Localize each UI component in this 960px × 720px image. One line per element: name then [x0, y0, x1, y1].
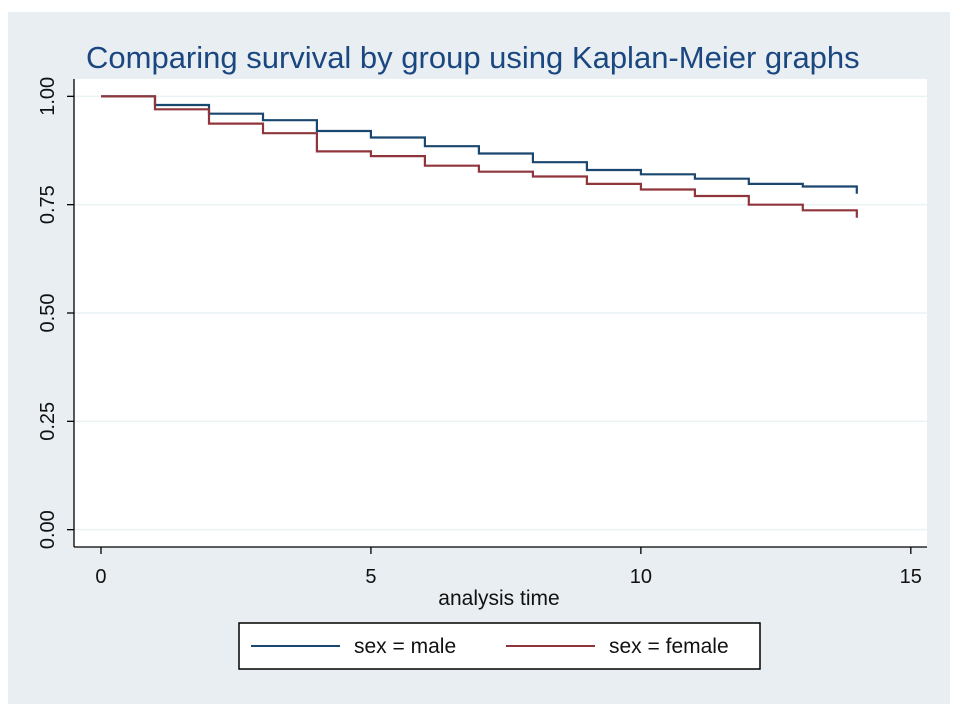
y-ticks: 0.00 0.25 0.50 0.75 1.00 — [37, 77, 74, 549]
km-chart: Comparing survival by group using Kaplan… — [37, 40, 927, 670]
legend-label-female: sex = female — [609, 635, 729, 658]
chart-title: Comparing survival by group using Kaplan… — [86, 40, 860, 75]
x-tick-label: 0 — [95, 566, 106, 588]
x-tick-label: 10 — [630, 566, 652, 588]
series-lines — [101, 95, 858, 218]
gridlines — [74, 95, 927, 531]
x-tick-label: 15 — [900, 566, 922, 588]
x-tick-label: 5 — [365, 566, 376, 588]
x-axis-title: analysis time — [438, 587, 559, 610]
legend: sex = male sex = female — [238, 622, 761, 670]
km-step-line-male — [101, 95, 858, 194]
y-tick-label: 0.75 — [37, 185, 59, 224]
legend-label-male: sex = male — [354, 635, 456, 658]
y-tick-label: 1.00 — [37, 77, 59, 116]
y-tick-label: 0.25 — [37, 402, 59, 441]
y-tick-label: 0.00 — [37, 510, 59, 549]
chart-frame: Comparing survival by group using Kaplan… — [8, 12, 950, 704]
y-tick-label: 0.50 — [37, 294, 59, 333]
x-ticks: 0 5 10 15 — [95, 547, 922, 588]
km-step-line-female — [101, 95, 858, 218]
